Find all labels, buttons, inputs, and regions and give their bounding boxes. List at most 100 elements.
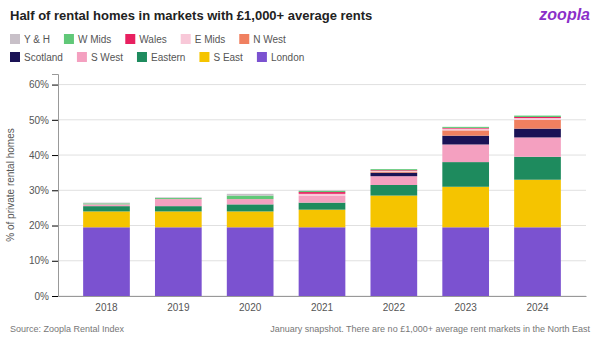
bar-segment bbox=[370, 170, 417, 172]
bar-segment bbox=[514, 137, 561, 156]
bar-segment bbox=[514, 129, 561, 138]
x-tick-label: 2019 bbox=[167, 302, 190, 313]
y-tick-mark bbox=[52, 155, 58, 156]
bar-segment bbox=[83, 204, 130, 206]
legend-swatch bbox=[10, 34, 20, 44]
x-tick: 2019 bbox=[167, 302, 190, 313]
series bbox=[83, 190, 345, 203]
bar-segment bbox=[299, 203, 346, 210]
bars bbox=[83, 116, 561, 296]
bar-segment bbox=[155, 198, 202, 199]
legend-label: E Mids bbox=[195, 34, 226, 45]
legend-item: E Mids bbox=[181, 34, 226, 45]
bar-segment bbox=[514, 227, 561, 296]
legend-item: S West bbox=[77, 52, 123, 63]
bar-segment bbox=[514, 118, 561, 120]
legend-label: Scotland bbox=[24, 52, 63, 63]
y-tick: 10% bbox=[29, 255, 58, 266]
series bbox=[370, 129, 560, 177]
y-tick-mark bbox=[52, 190, 58, 191]
y-tick-label: 20% bbox=[29, 220, 49, 231]
bar-segment bbox=[370, 176, 417, 185]
series bbox=[299, 117, 561, 194]
x-tick: 2021 bbox=[311, 302, 334, 313]
grid-line bbox=[58, 155, 586, 156]
bar-segment bbox=[514, 115, 561, 116]
y-tick: 30% bbox=[29, 185, 58, 196]
bar-segment bbox=[155, 199, 202, 200]
x-tick-label: 2022 bbox=[383, 302, 406, 313]
series bbox=[83, 157, 561, 212]
series bbox=[83, 227, 561, 296]
bar-segment bbox=[227, 199, 274, 204]
legend-swatch bbox=[125, 34, 135, 44]
x-tick-label: 2024 bbox=[526, 302, 549, 313]
y-tick-mark bbox=[52, 85, 58, 86]
bar-segment bbox=[299, 210, 346, 228]
y-tick-mark bbox=[52, 261, 58, 262]
bar-segment bbox=[299, 191, 346, 192]
x-tick: 2023 bbox=[455, 302, 478, 313]
y-tick: 20% bbox=[29, 220, 58, 231]
bar-segment bbox=[514, 157, 561, 180]
legend-item: Eastern bbox=[137, 52, 185, 63]
legend-swatch bbox=[77, 52, 87, 62]
bar-segment bbox=[514, 116, 561, 117]
bar-segment bbox=[370, 173, 417, 177]
bar-segment bbox=[299, 190, 346, 192]
bar-segment bbox=[83, 204, 130, 205]
y-tick-label: 0% bbox=[35, 291, 50, 302]
legend-item: W Mids bbox=[64, 34, 111, 45]
grid-line bbox=[58, 190, 586, 191]
bar-segment bbox=[83, 203, 130, 204]
bar-segment bbox=[370, 196, 417, 228]
legend-swatch bbox=[199, 52, 209, 62]
bar-segment bbox=[514, 120, 561, 129]
bar-segment bbox=[442, 187, 489, 228]
legend-item: N West bbox=[239, 34, 286, 45]
bar-segment bbox=[155, 197, 202, 199]
legend-label: S East bbox=[213, 52, 243, 63]
x-axis-line bbox=[59, 296, 587, 297]
footnote: Source: Zoopla Rental Index bbox=[10, 324, 125, 334]
legend-swatch bbox=[257, 52, 267, 62]
bar-segment bbox=[442, 127, 489, 128]
bar-segment bbox=[299, 192, 346, 194]
bar-segment bbox=[370, 170, 417, 172]
bar-segment bbox=[442, 136, 489, 145]
y-axis-line bbox=[52, 75, 59, 297]
bar-segment bbox=[83, 202, 130, 204]
y-tick-mark bbox=[52, 120, 58, 121]
x-axis: 2018201920202021202220232024 bbox=[59, 297, 587, 314]
bar-segment bbox=[155, 199, 202, 200]
y-tick-label: 50% bbox=[29, 115, 49, 126]
bar-segment bbox=[442, 126, 489, 127]
bar-segment bbox=[442, 127, 489, 129]
legend-label: N West bbox=[253, 34, 286, 45]
bar-segment bbox=[155, 206, 202, 211]
bar-segment bbox=[442, 130, 489, 135]
legend-item: Wales bbox=[125, 34, 166, 45]
bar-segment bbox=[227, 227, 274, 296]
legend-label: Y & H bbox=[24, 34, 50, 45]
y-tick-label: 30% bbox=[29, 185, 49, 196]
bar-segment bbox=[83, 227, 130, 296]
legend-item: London bbox=[257, 52, 304, 63]
legend-label: W Mids bbox=[78, 34, 111, 45]
legend-swatch bbox=[64, 34, 74, 44]
bar-segment bbox=[370, 169, 417, 170]
bar-segment bbox=[370, 172, 417, 173]
x-tick: 2020 bbox=[239, 302, 262, 313]
title: Half of rental homes in markets with £1,… bbox=[10, 8, 372, 23]
y-tick-label: 60% bbox=[29, 79, 49, 90]
chart: Half of rental homes in markets with £1,… bbox=[0, 0, 600, 338]
bar-segment bbox=[442, 162, 489, 187]
x-tick: 2024 bbox=[526, 302, 549, 313]
legend-item: S East bbox=[199, 52, 243, 63]
bar-segment bbox=[370, 169, 417, 170]
bar-segment bbox=[514, 180, 561, 228]
bar-segment bbox=[155, 199, 202, 200]
grid-line bbox=[58, 119, 586, 120]
bar-segment bbox=[299, 194, 346, 196]
y-axis-title: % of private rental homes bbox=[5, 128, 16, 241]
